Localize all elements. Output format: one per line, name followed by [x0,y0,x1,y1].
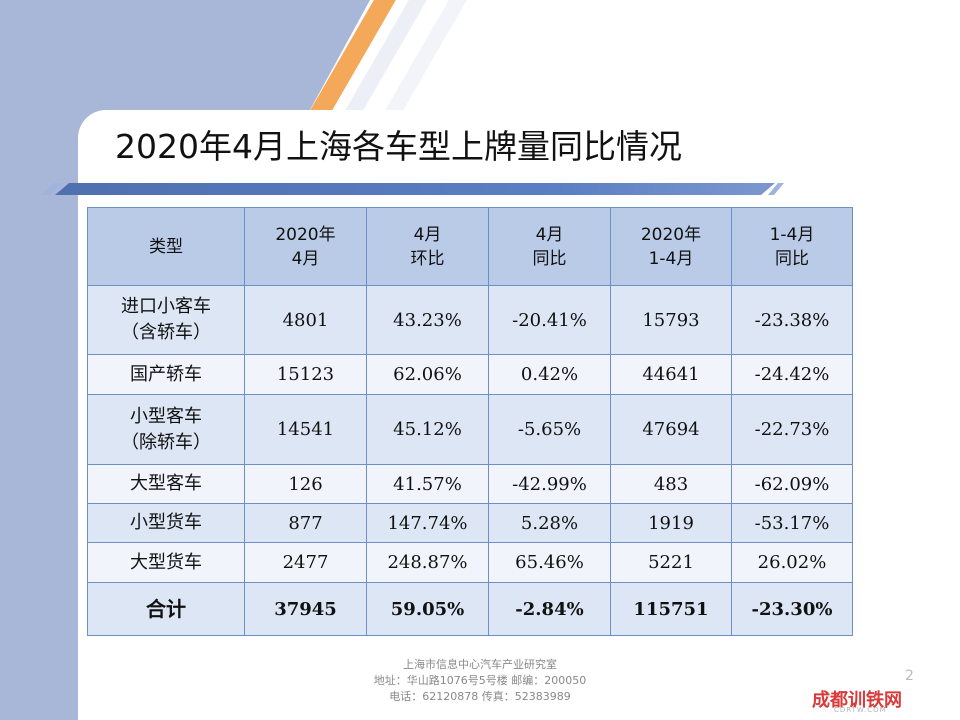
cell-apr: 4801 [244,285,367,355]
footer-contact: 上海市信息中心汽车产业研究室 地址：华山路1076号5号楼 邮编：200050 … [330,657,630,705]
cell-yoy: 65.46% [488,542,611,583]
total-ytd-yoy: -23.30% [731,582,853,636]
cell-ytd-yoy: 26.02% [731,542,853,583]
header-type: 类型 [87,207,245,286]
cell-mom: 248.87% [366,542,489,583]
cell-apr: 126 [244,464,367,504]
row-type: 大型客车 [87,464,245,504]
cell-mom: 45.12% [366,394,489,465]
table-row: 大型货车 2477 248.87% 65.46% 5221 26.02% [87,542,853,583]
cell-yoy: -42.99% [488,464,611,504]
cell-yoy: 0.42% [488,354,611,395]
cell-ytd-yoy: -22.73% [731,394,853,465]
header-ytd-2020: 2020年 1-4月 [610,207,732,286]
total-yoy: -2.84% [488,582,611,636]
table-total-row: 合计 37945 59.05% -2.84% 115751 -23.30% [87,582,853,636]
cell-mom: 41.57% [366,464,489,504]
watermark-logo: 成都训铁网 CDRTW.COM [812,686,930,714]
cell-ytd: 5221 [610,542,732,583]
footer-phone: 电话：62120878 传真：52383989 [389,690,571,703]
row-type: 大型货车 [87,542,245,583]
row-type: 小型货车 [87,503,245,543]
table-row: 小型货车 877 147.74% 5.28% 1919 -53.17% [87,503,853,543]
table-row: 大型客车 126 41.57% -42.99% 483 -62.09% [87,464,853,504]
cell-ytd: 483 [610,464,732,504]
title-underline [55,183,775,195]
header-apr-2020: 2020年 4月 [244,207,367,286]
cell-mom: 43.23% [366,285,489,355]
cell-ytd-yoy: -62.09% [731,464,853,504]
cell-apr: 14541 [244,394,367,465]
cell-ytd: 47694 [610,394,732,465]
cell-apr: 877 [244,503,367,543]
row-type: 国产轿车 [87,354,245,395]
header-apr-yoy: 4月 同比 [488,207,611,286]
footer-org: 上海市信息中心汽车产业研究室 [403,658,557,671]
total-label: 合计 [87,582,245,636]
cell-ytd-yoy: -24.42% [731,354,853,395]
watermark-sub: CDRTW.COM [834,706,887,714]
background-top-band [0,0,370,110]
table-header-row: 类型 2020年 4月 4月 环比 4月 同比 2020年 1-4月 1-4月 同比 [87,207,853,286]
cell-yoy: -20.41% [488,285,611,355]
cell-mom: 62.06% [366,354,489,395]
total-mom: 59.05% [366,582,489,636]
cell-yoy: 5.28% [488,503,611,543]
table-row: 小型客车 （除轿车） 14541 45.12% -5.65% 47694 -22.… [87,394,853,465]
row-type: 小型客车 （除轿车） [87,394,245,465]
cell-ytd: 44641 [610,354,732,395]
table-row: 进口小客车 （含轿车） 4801 43.23% -20.41% 15793 -23… [87,285,853,355]
cell-apr: 15123 [244,354,367,395]
table-row: 国产轿车 15123 62.06% 0.42% 44641 -24.42% [87,354,853,395]
cell-ytd-yoy: -23.38% [731,285,853,355]
footer-address: 地址：华山路1076号5号楼 邮编：200050 [373,674,587,687]
registration-table: 类型 2020年 4月 4月 环比 4月 同比 2020年 1-4月 1-4月 同比 进口… [87,207,853,636]
cell-ytd-yoy: -53.17% [731,503,853,543]
cell-ytd: 15793 [610,285,732,355]
cell-ytd: 1919 [610,503,732,543]
header-apr-mom: 4月 环比 [366,207,489,286]
slide-title: 2020年4月上海各车型上牌量同比情况 [115,127,682,166]
total-apr: 37945 [244,582,367,636]
header-ytd-yoy: 1-4月 同比 [731,207,853,286]
cell-mom: 147.74% [366,503,489,543]
page-number: 2 [905,668,914,684]
cell-apr: 2477 [244,542,367,583]
cell-yoy: -5.65% [488,394,611,465]
total-ytd: 115751 [610,582,732,636]
row-type: 进口小客车 （含轿车） [87,285,245,355]
watermark-name: 成都训铁网 [812,690,902,711]
